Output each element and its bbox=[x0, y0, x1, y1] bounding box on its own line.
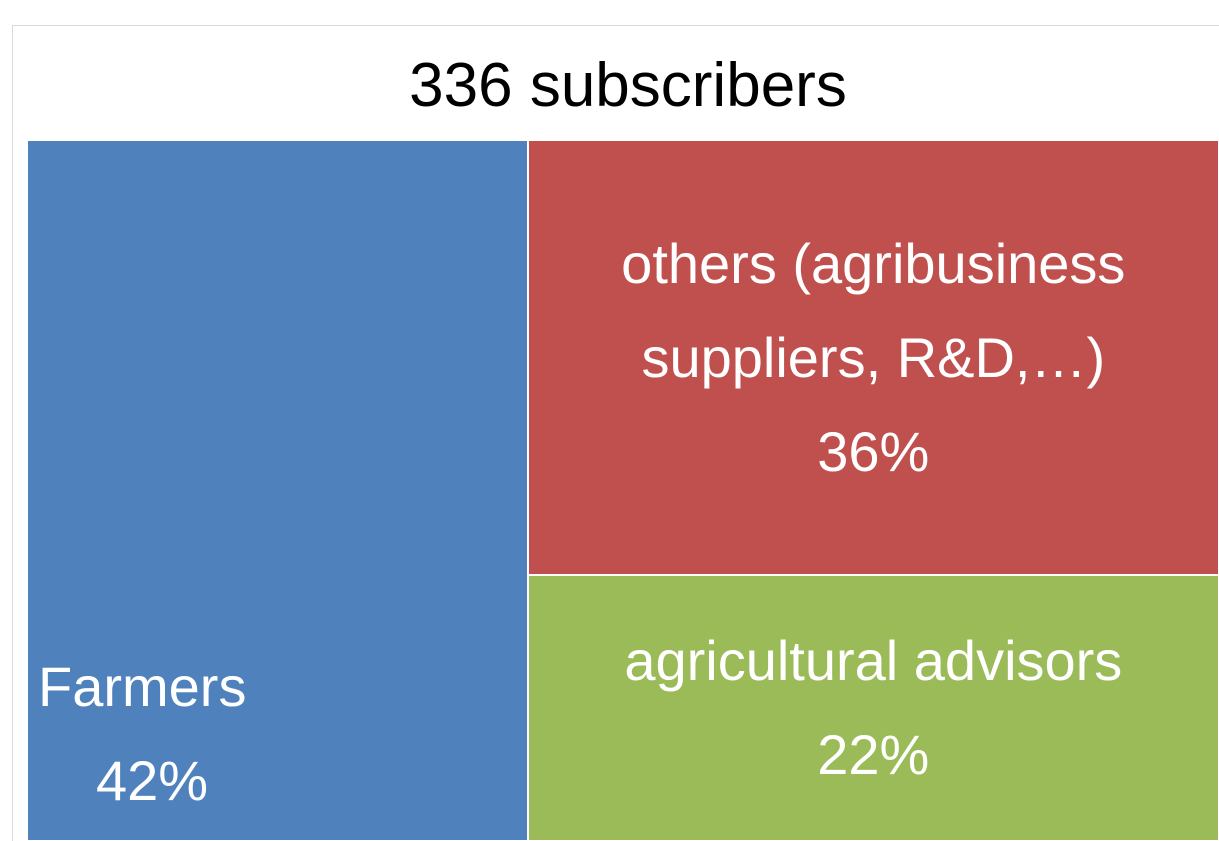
tile-label: others (agribusiness suppliers, R&D,…) bbox=[621, 231, 1126, 389]
tile: others (agribusiness suppliers, R&D,…) 36… bbox=[527, 140, 1219, 576]
chart-frame bbox=[12, 25, 1219, 841]
chart-title: 336 subscribers bbox=[409, 51, 847, 120]
value-label: 42% bbox=[96, 749, 209, 812]
value-label: 22% bbox=[817, 723, 930, 787]
tile: agricultural advisors 22% bbox=[527, 575, 1219, 841]
tile: Farmers 42% bbox=[27, 140, 528, 841]
value-label: 36% bbox=[817, 419, 930, 483]
tile-label: agricultural advisors bbox=[624, 629, 1123, 693]
tile-label: Farmers bbox=[38, 655, 247, 718]
